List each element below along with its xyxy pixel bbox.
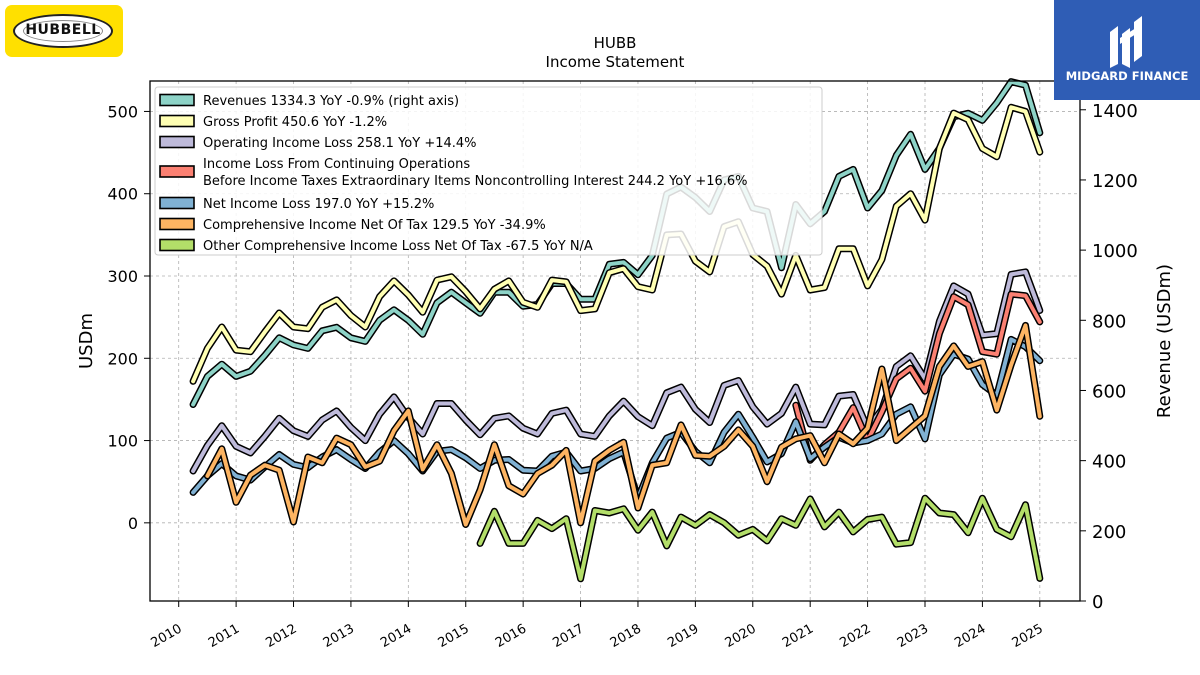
legend-box xyxy=(154,86,823,256)
plot-frame xyxy=(149,80,1081,602)
legend-label-0: Revenues 1334.3 YoY -0.9% (right axis) xyxy=(203,94,459,109)
left-tick-label: 400 xyxy=(107,185,138,204)
y-axis-label-right: Revenue (USDm) xyxy=(1154,264,1175,418)
legend-swatch-1 xyxy=(159,114,195,128)
series-6-line xyxy=(478,496,1042,581)
legend: Revenues 1334.3 YoY -0.9% (right axis) Gr… xyxy=(154,86,823,256)
legend-label-5: Comprehensive Income Net Of Tax 129.5 Yo… xyxy=(203,218,546,233)
legend-swatch-4 xyxy=(159,196,195,210)
series-6-outline xyxy=(476,494,1044,583)
left-tick-label: 500 xyxy=(107,102,138,121)
legend-swatch-5 xyxy=(159,217,195,231)
midgard-logo-text: MIDGARD FINANCE xyxy=(1065,69,1189,83)
right-axis: 0 200 400 600 800 1000 1200 1400 xyxy=(1080,101,1138,613)
midgard-finance-logo: MIDGARD FINANCE xyxy=(1054,0,1200,100)
x-tick-label: 2010 xyxy=(149,621,185,651)
left-tick-label: 200 xyxy=(107,349,138,368)
left-tick-label: 0 xyxy=(128,514,138,533)
legend-swatch-3 xyxy=(159,165,195,178)
x-tick-label: 2013 xyxy=(321,621,357,651)
x-axis: 2010 2011 2012 2013 2014 2015 2016 2017 2018 2019… xyxy=(149,601,1046,651)
x-tick-label: 2012 xyxy=(263,621,299,651)
legend-swatch-6 xyxy=(159,238,195,252)
right-tick-label: 1400 xyxy=(1092,101,1138,122)
legend-label-3: Income Loss From Continuing Operations xyxy=(203,157,470,172)
legend-label-6: Other Comprehensive Income Loss Net Of T… xyxy=(203,239,593,254)
chart-subtitle: Income Statement xyxy=(546,53,685,71)
hubbell-logo-text: HUBBELL xyxy=(25,22,101,38)
x-tick-label: 2025 xyxy=(1010,621,1046,651)
series-1-line xyxy=(191,105,1042,384)
chart-title: HUBB xyxy=(594,34,637,52)
x-tick-label: 2014 xyxy=(378,621,414,651)
x-tick-label: 2017 xyxy=(550,621,586,651)
legend-swatch-0 xyxy=(159,93,195,107)
right-tick-label: 400 xyxy=(1092,452,1126,473)
left-tick-label: 100 xyxy=(107,432,138,451)
left-axis: 0 100 200 300 400 500 xyxy=(107,102,150,533)
legend-swatch-2 xyxy=(159,135,195,149)
midgard-mark-icon xyxy=(1110,16,1142,68)
right-tick-label: 600 xyxy=(1092,381,1126,402)
hubbell-logo: HUBBELL xyxy=(5,5,123,57)
legend-label-4: Net Income Loss 197.0 YoY +15.2% xyxy=(203,197,434,212)
x-tick-label: 2011 xyxy=(206,621,242,651)
x-tick-label: 2015 xyxy=(436,621,472,651)
y-axis-label: USDm xyxy=(76,313,97,369)
right-tick-label: 1200 xyxy=(1092,171,1138,192)
x-tick-label: 2019 xyxy=(665,621,701,651)
legend-label-1: Gross Profit 450.6 YoY -1.2% xyxy=(203,115,387,130)
series-4-line xyxy=(191,337,1042,501)
x-tick-label: 2018 xyxy=(608,621,644,651)
right-tick-label: 1000 xyxy=(1092,241,1138,262)
right-tick-label: 800 xyxy=(1092,311,1126,332)
series-5-line xyxy=(205,323,1042,527)
series-2-line xyxy=(191,269,1042,473)
right-tick-label: 0 xyxy=(1092,592,1103,613)
right-tick-label: 200 xyxy=(1092,522,1126,543)
x-tick-label: 2021 xyxy=(780,621,816,651)
x-tick-label: 2024 xyxy=(952,621,988,651)
legend-label-2: Operating Income Loss 258.1 YoY +14.4% xyxy=(203,136,477,151)
series-0-line xyxy=(191,79,1042,407)
x-tick-label: 2022 xyxy=(837,621,873,651)
x-tick-label: 2020 xyxy=(723,621,759,651)
x-tick-label: 2016 xyxy=(493,621,529,651)
series-layer xyxy=(189,78,1044,583)
x-tick-label: 2023 xyxy=(895,621,931,651)
legend-label-3: Before Income Taxes Extraordinary Items … xyxy=(203,174,748,189)
left-tick-label: 300 xyxy=(107,267,138,286)
